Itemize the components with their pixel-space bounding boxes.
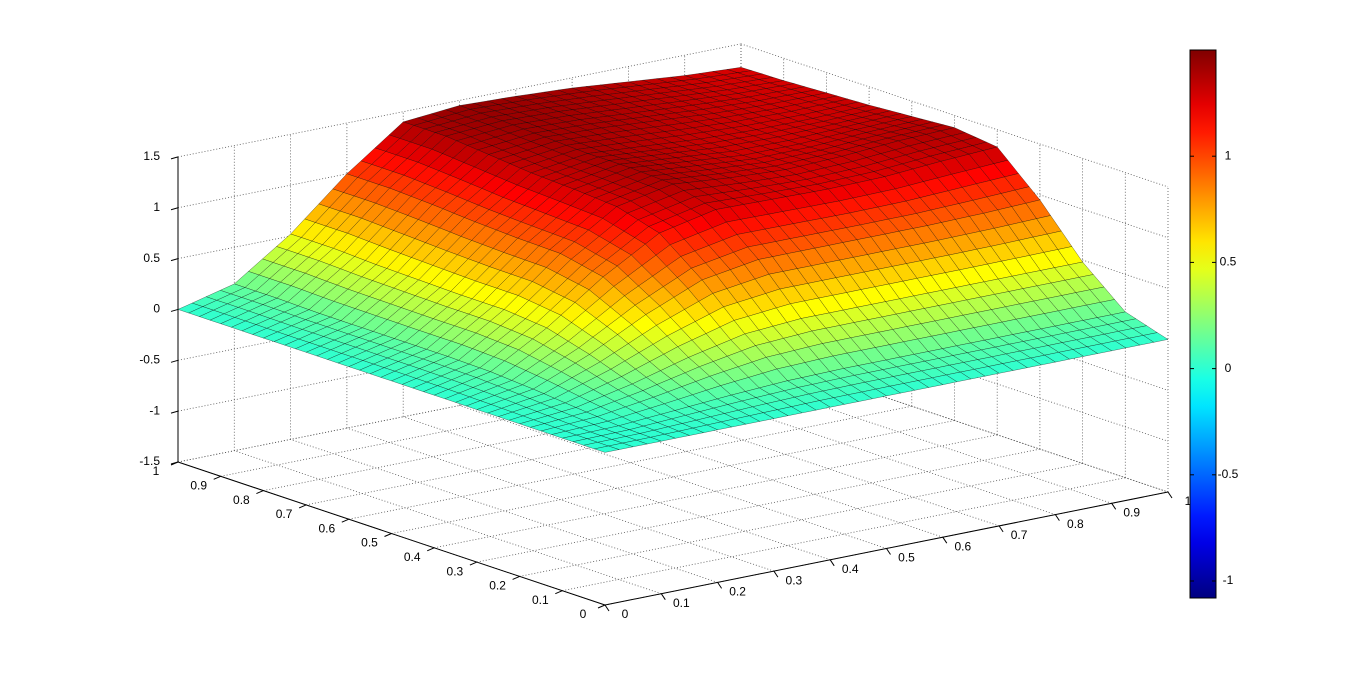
grid-line xyxy=(459,405,887,549)
grid-line xyxy=(740,43,1169,188)
x-tick-label: 1 xyxy=(1185,494,1192,508)
tick-mark xyxy=(512,575,520,580)
colorbar-tick-label: 1 xyxy=(1225,148,1232,162)
z-tick-label: -1 xyxy=(149,403,160,417)
tick-mark xyxy=(886,548,891,555)
colorbar xyxy=(1189,49,1217,599)
tick-mark xyxy=(298,504,307,509)
y-tick-label: 0.9 xyxy=(190,478,207,492)
z-tick-label: 0.5 xyxy=(143,251,160,265)
y-tick-label: 0.8 xyxy=(233,493,250,507)
y-tick-label: 0 xyxy=(580,607,587,621)
surface xyxy=(177,67,1169,453)
tick-mark xyxy=(1167,491,1173,499)
y-tick-label: 0.1 xyxy=(532,593,549,607)
tick-mark xyxy=(384,533,392,537)
tick-mark xyxy=(829,559,835,567)
tick-mark xyxy=(170,410,179,414)
x-tick-label: 0 xyxy=(622,607,629,621)
y-tick-label: 0.5 xyxy=(361,536,378,550)
x-tick-label: 0.7 xyxy=(1011,528,1028,542)
tick-mark xyxy=(256,490,264,495)
tick-mark xyxy=(341,518,349,523)
tick-mark xyxy=(660,593,666,600)
colorbar-tick-label: 0.5 xyxy=(1220,255,1237,269)
x-tick-label: 0.2 xyxy=(729,585,746,599)
tick-mark xyxy=(170,461,179,465)
tick-mark xyxy=(427,547,435,552)
colorbar-tick-label: -1 xyxy=(1223,573,1234,587)
tick-mark xyxy=(998,525,1004,533)
x-tick-label: 0.8 xyxy=(1067,517,1084,531)
y-tick-label: 0.4 xyxy=(404,550,421,564)
colorbar-tick-label: 0 xyxy=(1225,361,1232,375)
tick-mark xyxy=(555,590,563,595)
surface-patch xyxy=(593,445,620,453)
tick-mark xyxy=(942,536,948,544)
colorbar-tick-label: -0.5 xyxy=(1218,467,1239,481)
grid-line xyxy=(403,416,831,561)
tick-mark xyxy=(1054,514,1060,521)
y-tick-label: 0.6 xyxy=(318,521,335,535)
y-tick-label: 0.7 xyxy=(276,507,293,521)
tick-mark xyxy=(170,258,179,262)
x-tick-label: 0.5 xyxy=(898,551,915,565)
tick-mark xyxy=(170,207,179,211)
tick-mark xyxy=(170,359,179,363)
y-tick-label: 0.3 xyxy=(447,564,464,578)
tick-mark xyxy=(170,156,179,160)
y-tick-label: 1 xyxy=(153,464,160,478)
grid-line xyxy=(346,427,775,572)
x-tick-label: 0.1 xyxy=(673,596,690,610)
z-tick-label: 0 xyxy=(153,302,160,316)
z-tick-label: 1.5 xyxy=(143,149,160,163)
tick-mark xyxy=(170,308,179,312)
tick-mark xyxy=(213,475,221,480)
z-tick-label: -0.5 xyxy=(139,352,160,366)
tick-mark xyxy=(773,570,779,578)
tick-mark xyxy=(1111,503,1117,510)
tick-mark xyxy=(604,604,610,612)
x-tick-label: 0.6 xyxy=(954,539,971,553)
tick-mark xyxy=(717,582,723,589)
x-tick-label: 0.3 xyxy=(786,573,803,587)
z-tick-label: 1 xyxy=(153,200,160,214)
z-tick-label: -1.5 xyxy=(139,454,160,468)
x-tick-label: 0.4 xyxy=(842,562,859,576)
tick-mark xyxy=(597,604,606,609)
x-tick-label: 0.9 xyxy=(1123,505,1140,519)
tick-mark xyxy=(469,561,478,566)
y-tick-label: 0.2 xyxy=(489,579,506,593)
